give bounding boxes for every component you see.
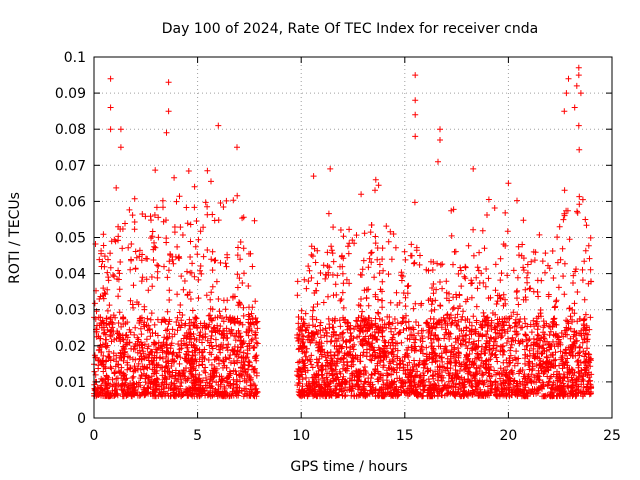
y-tick-label: 0.03 <box>55 303 86 319</box>
x-tick-label: 15 <box>396 428 414 444</box>
x-tick-label: 20 <box>499 428 517 444</box>
y-tick-label: 0.07 <box>55 158 86 174</box>
x-tick-label: 10 <box>292 428 310 444</box>
x-tick-label: 25 <box>603 428 621 444</box>
y-tick-label: 0.06 <box>55 194 86 210</box>
y-axis-ticks: 0 0.01 0.02 0.03 0.04 0.05 0.06 0.07 0.08 0.09 0.1 <box>55 50 612 427</box>
y-tick-label: 0 <box>77 411 86 427</box>
data-points <box>91 64 595 400</box>
x-axis-ticks: 0 5 10 15 20 25 <box>90 57 621 444</box>
y-tick-label: 0.1 <box>64 50 86 66</box>
y-tick-label: 0.01 <box>55 375 86 391</box>
scatter-markers <box>91 64 595 400</box>
y-tick-label: 0.02 <box>55 339 86 355</box>
y-tick-label: 0.05 <box>55 231 86 247</box>
chart-title: Day 100 of 2024, Rate Of TEC Index for r… <box>162 21 538 37</box>
x-axis-label: GPS time / hours <box>290 459 407 475</box>
x-tick-label: 0 <box>90 428 99 444</box>
y-axis-label: ROTI / TECUs <box>7 192 23 284</box>
y-tick-label: 0.04 <box>55 267 86 283</box>
y-tick-label: 0.08 <box>55 122 86 138</box>
y-tick-label: 0.09 <box>55 86 86 102</box>
x-tick-label: 5 <box>193 428 202 444</box>
